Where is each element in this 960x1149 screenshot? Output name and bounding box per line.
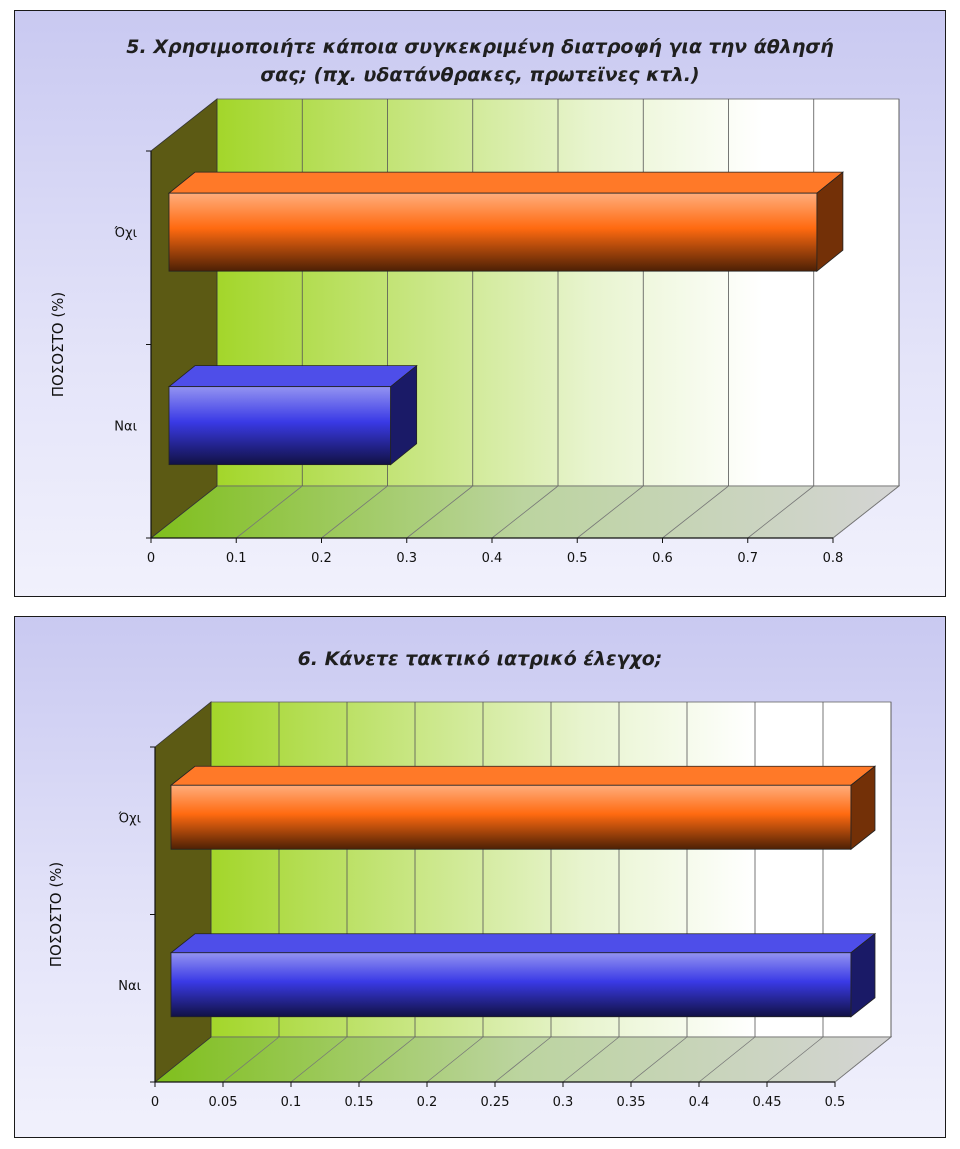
gridline-floor bbox=[222, 1036, 280, 1083]
bar-oxi bbox=[169, 765, 877, 851]
x-tick-label: 0.45 bbox=[753, 1095, 782, 1110]
gridline-floor bbox=[290, 1036, 348, 1083]
x-tick-label: 0.2 bbox=[311, 551, 332, 566]
x-tick-label: 0.4 bbox=[482, 551, 503, 566]
gridline-floor bbox=[491, 485, 559, 539]
bar-top-face bbox=[167, 365, 418, 388]
x-tick-label: 0.5 bbox=[825, 1095, 846, 1110]
x-tick-label: 0.25 bbox=[481, 1095, 510, 1110]
bar-chart-diet: 0 0.1 0.2 0.3 0.4 0.5 0.6 0.7 0.8 Όχι Ναι ΠΟΣΟΣΤΟ (… bbox=[49, 98, 901, 566]
x-tick-label: 0.05 bbox=[209, 1095, 238, 1110]
x-tick-label: 0 bbox=[147, 551, 155, 566]
x-tick-label: 0.8 bbox=[823, 551, 844, 566]
bar-end-face bbox=[390, 364, 418, 466]
gridline-floor bbox=[766, 1036, 824, 1083]
category-label: Ναι bbox=[118, 979, 141, 994]
bar-end-face bbox=[850, 932, 876, 1018]
gridline-floor bbox=[236, 485, 303, 539]
gridline-floor bbox=[698, 1036, 756, 1083]
y-axis-label: ΠΟΣΟΣΤΟ (%) bbox=[47, 862, 65, 968]
side-wall bbox=[154, 701, 212, 1083]
bar-front-face bbox=[170, 784, 852, 850]
gridline-floor bbox=[562, 1036, 620, 1083]
bar-end-face bbox=[816, 171, 844, 272]
y-axis-label: ΠΟΣΟΣΤΟ (%) bbox=[49, 292, 67, 398]
chart-title-line-1: 5. Χρησιμοποιήτε κάποια συγκεκριμένη δια… bbox=[126, 36, 834, 58]
side-wall bbox=[150, 98, 218, 539]
bar-front-face bbox=[168, 386, 392, 466]
chart-panel-medical-check: 6. Κάνετε τακτικό ιατρικό έλεγχο; 0 0.05 0… bbox=[14, 616, 946, 1138]
bar-nai bbox=[167, 364, 418, 466]
bar-chart-medical-check: 0 0.05 0.1 0.15 0.2 0.25 0.3 0.35 0.4 0.45 0.5 Όχι Ν… bbox=[47, 701, 893, 1110]
bar-top-face bbox=[169, 933, 877, 954]
x-tick-label: 0.3 bbox=[553, 1095, 574, 1110]
x-tick-label: 0.1 bbox=[226, 551, 247, 566]
bar-oxi bbox=[167, 171, 845, 272]
chart-title-line-2: σας; (πχ. υδατάνθρακες, πρωτεϊνες κτλ.) bbox=[260, 64, 700, 86]
gridline-floor bbox=[358, 1036, 416, 1083]
gridline-floor bbox=[577, 485, 644, 539]
bar-top-face bbox=[169, 765, 877, 786]
chart-title: 6. Κάνετε τακτικό ιατρικό έλεγχο; bbox=[15, 645, 945, 673]
bar-top-face bbox=[167, 171, 845, 194]
gridline-floor bbox=[426, 1036, 484, 1083]
x-tick-label: 0.2 bbox=[417, 1095, 438, 1110]
x-tick-label: 0 bbox=[151, 1095, 159, 1110]
x-tick-label: 0.6 bbox=[652, 551, 673, 566]
x-tick-label: 0.35 bbox=[617, 1095, 646, 1110]
x-tick-label: 0.4 bbox=[689, 1095, 710, 1110]
category-label: Όχι bbox=[114, 226, 137, 241]
chart-title-line-1: 6. Κάνετε τακτικό ιατρικό έλεγχο; bbox=[297, 648, 663, 670]
bar-end-face bbox=[850, 765, 876, 851]
x-tick-label: 0.15 bbox=[345, 1095, 374, 1110]
chart-panel-diet: 5. Χρησιμοποιήτε κάποια συγκεκριμένη δια… bbox=[14, 10, 946, 597]
x-tick-label: 0.1 bbox=[281, 1095, 302, 1110]
gridline-floor bbox=[406, 485, 473, 539]
gridline-floor bbox=[662, 485, 729, 539]
gridline-floor bbox=[321, 485, 388, 539]
category-label: Όχι bbox=[118, 811, 141, 826]
bar-nai bbox=[169, 932, 877, 1018]
x-tick-label: 0.7 bbox=[737, 551, 758, 566]
gridline-floor bbox=[747, 485, 814, 539]
bar-front-face bbox=[170, 952, 852, 1018]
category-label: Ναι bbox=[114, 420, 137, 435]
x-tick-label: 0.5 bbox=[567, 551, 588, 566]
gridline-floor bbox=[494, 1036, 552, 1083]
x-tick-label: 0.3 bbox=[396, 551, 417, 566]
gridline-floor bbox=[834, 1036, 892, 1083]
bar-front-face bbox=[168, 192, 818, 272]
gridline-floor bbox=[832, 485, 900, 539]
chart-title: 5. Χρησιμοποιήτε κάποια συγκεκριμένη δια… bbox=[15, 33, 945, 89]
gridline-floor bbox=[630, 1036, 688, 1083]
